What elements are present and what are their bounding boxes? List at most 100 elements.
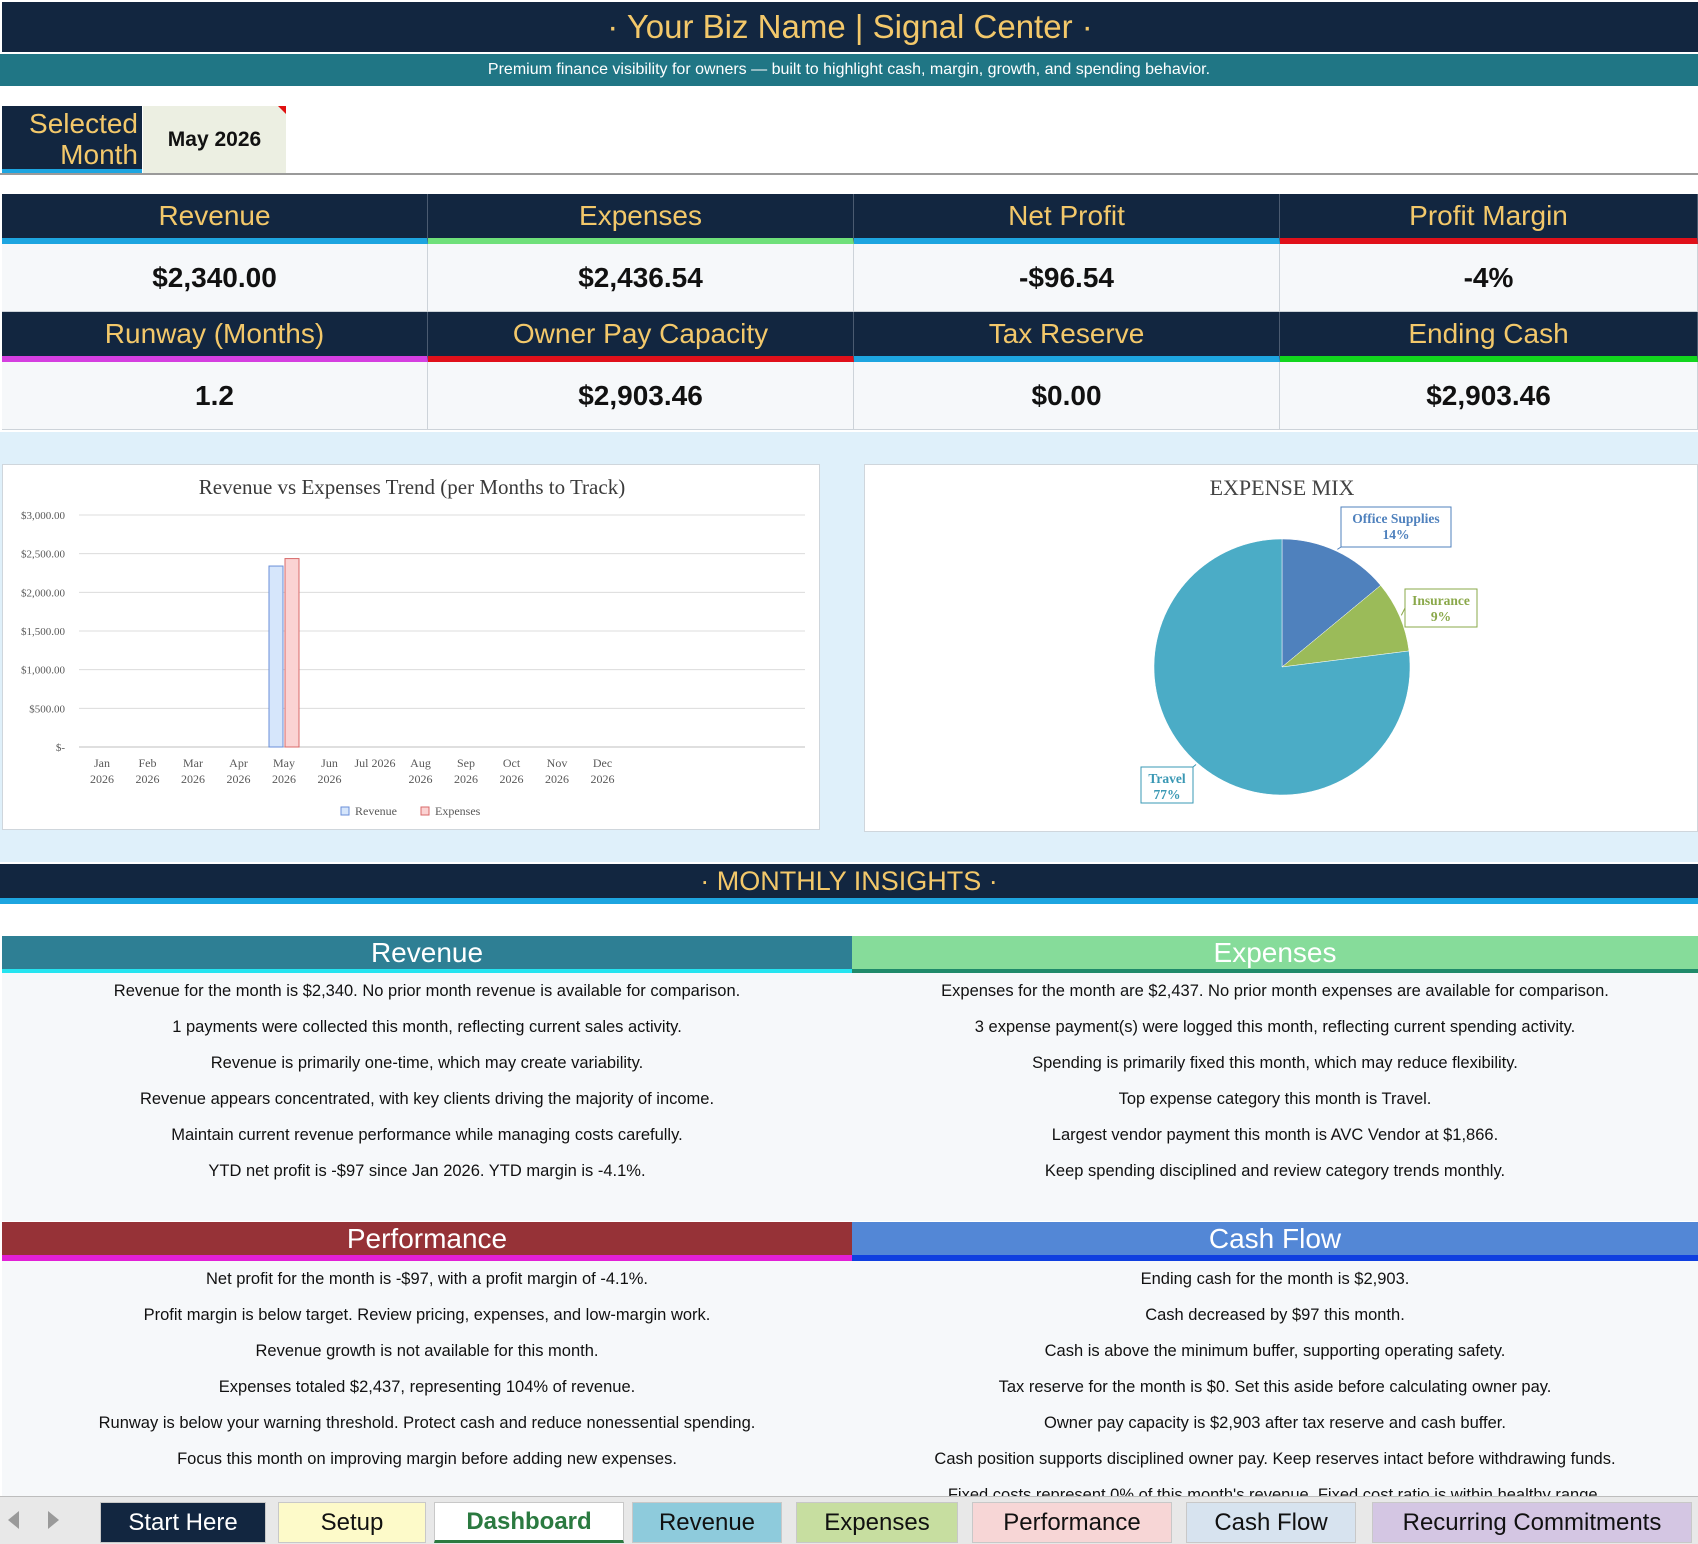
kpi-profit-margin-header: Profit Margin bbox=[1280, 194, 1698, 244]
y-tick-label: $2,000.00 bbox=[21, 587, 66, 599]
insight-line: Runway is below your warning threshold. … bbox=[98, 1413, 756, 1432]
kpi-net-profit-value: -$96.54 bbox=[854, 244, 1280, 312]
legend-swatch bbox=[340, 806, 350, 816]
pie-label-name: Office Supplies bbox=[1352, 511, 1439, 526]
kpi-net-profit-header: Net Profit bbox=[854, 194, 1280, 244]
insight-expenses-body: Expenses for the month are $2,437. No pr… bbox=[852, 973, 1698, 1221]
x-tick-label: Jan bbox=[94, 756, 110, 770]
bar-revenue[interactable] bbox=[268, 565, 284, 748]
insight-line: Revenue appears concentrated, with key c… bbox=[139, 1089, 715, 1108]
kpi-expenses-value: $2,436.54 bbox=[428, 244, 854, 312]
kpi-ending-cash-header: Ending Cash bbox=[1280, 312, 1698, 362]
x-tick-label: Dec bbox=[593, 756, 612, 770]
x-tick-label: 2026 bbox=[545, 772, 569, 786]
pie-label-box bbox=[1140, 766, 1194, 804]
trend-chart-panel[interactable]: Revenue vs Expenses Trend (per Months to… bbox=[2, 464, 820, 830]
comment-indicator-icon bbox=[278, 106, 286, 114]
tab-expenses[interactable]: Expenses bbox=[796, 1502, 958, 1543]
x-tick-label: 2026 bbox=[409, 772, 433, 786]
x-tick-label: 2026 bbox=[136, 772, 160, 786]
scroll-left-icon[interactable] bbox=[8, 1511, 19, 1529]
insight-line: Fixed costs represent 0% of this month's… bbox=[947, 1485, 1603, 1497]
pie-label-name: Travel bbox=[1148, 771, 1185, 786]
insight-line: Ending cash for the month is $2,903. bbox=[1140, 1269, 1410, 1288]
pie-label-pct: 14% bbox=[1383, 527, 1410, 542]
kpi-tax-reserve-value: $0.00 bbox=[854, 362, 1280, 430]
insight-line: Profit margin is below target. Review pr… bbox=[143, 1305, 711, 1324]
pie-leader-line bbox=[1337, 546, 1342, 550]
tab-performance[interactable]: Performance bbox=[972, 1502, 1172, 1543]
tab-revenue[interactable]: Revenue bbox=[632, 1502, 782, 1543]
insight-line: Maintain current revenue performance whi… bbox=[171, 1125, 683, 1144]
sheet-tab-bar: Start Here Setup Dashboard Revenue Expen… bbox=[0, 1496, 1698, 1544]
tab-start-here[interactable]: Start Here bbox=[100, 1502, 266, 1543]
insight-revenue-body: Revenue for the month is $2,340. No prio… bbox=[2, 973, 852, 1221]
kpi-ending-cash-value: $2,903.46 bbox=[1280, 362, 1698, 430]
x-tick-label: Oct bbox=[503, 756, 521, 770]
y-tick-label: $3,000.00 bbox=[21, 510, 66, 522]
expense-mix-panel[interactable]: EXPENSE MIX Office Supplies 14% Insurance 9… bbox=[864, 464, 1698, 832]
x-tick-label: 2026 bbox=[181, 772, 205, 786]
tab-cash-flow[interactable]: Cash Flow bbox=[1186, 1502, 1356, 1543]
insight-line: Tax reserve for the month is $0. Set thi… bbox=[998, 1377, 1552, 1396]
kpi-tax-reserve-header: Tax Reserve bbox=[854, 312, 1280, 362]
selected-month-label: Selected Month bbox=[2, 106, 142, 174]
insight-line: Cash is above the minimum buffer, suppor… bbox=[1044, 1341, 1506, 1360]
insight-line: Net profit for the month is -$97, with a… bbox=[205, 1269, 649, 1288]
insight-line: Spending is primarily fixed this month, … bbox=[1032, 1053, 1518, 1072]
x-tick-label: Sep bbox=[457, 756, 475, 770]
tab-setup[interactable]: Setup bbox=[278, 1502, 426, 1543]
dashboard-title: · Your Biz Name | Signal Center · bbox=[0, 0, 1698, 54]
insight-line: Revenue is primarily one-time, which may… bbox=[210, 1053, 644, 1072]
expense-mix-title: EXPENSE MIX bbox=[1209, 475, 1355, 500]
insight-line: 1 payments were collected this month, re… bbox=[172, 1017, 682, 1036]
x-tick-label: Nov bbox=[547, 756, 568, 770]
insight-cash-flow-body: Ending cash for the month is $2,903. Cas… bbox=[852, 1261, 1698, 1496]
divider bbox=[0, 173, 1698, 175]
insight-line: Top expense category this month is Trave… bbox=[1118, 1089, 1432, 1108]
kpi-revenue-value: $2,340.00 bbox=[2, 244, 428, 312]
tab-dashboard[interactable]: Dashboard bbox=[434, 1502, 624, 1543]
pie-label-name: Insurance bbox=[1412, 593, 1470, 608]
kpi-owner-pay-header: Owner Pay Capacity bbox=[428, 312, 854, 362]
pie-leader-line bbox=[1400, 607, 1406, 616]
x-tick-label: 2026 bbox=[500, 772, 524, 786]
selected-month-label-line1: Selected bbox=[29, 108, 138, 139]
insight-cash-flow-header: Cash Flow bbox=[852, 1222, 1698, 1261]
x-tick-label: 2026 bbox=[591, 772, 615, 786]
tab-recurring-commitments[interactable]: Recurring Commitments bbox=[1372, 1502, 1692, 1543]
insight-line: Expenses for the month are $2,437. No pr… bbox=[941, 981, 1609, 1000]
pie-label-box bbox=[1404, 588, 1478, 628]
selected-month-dropdown[interactable]: May 2026 bbox=[143, 106, 286, 174]
x-tick-label: Aug bbox=[410, 756, 431, 770]
insight-expenses-header: Expenses bbox=[852, 936, 1698, 975]
insight-line: 3 expense payment(s) were logged this mo… bbox=[974, 1017, 1576, 1036]
insight-line: Focus this month on improving margin bef… bbox=[177, 1449, 677, 1468]
insight-line: Revenue growth is not available for this… bbox=[255, 1341, 599, 1360]
bar-expenses[interactable] bbox=[284, 558, 300, 748]
y-tick-label: $- bbox=[56, 742, 66, 754]
pie-label-pct: 9% bbox=[1431, 609, 1451, 624]
y-tick-label: $1,500.00 bbox=[21, 626, 66, 638]
insight-line: Expenses totaled $2,437, representing 10… bbox=[218, 1377, 636, 1396]
scroll-right-icon[interactable] bbox=[48, 1511, 59, 1529]
x-tick-label: 2026 bbox=[90, 772, 114, 786]
insight-performance-body: Net profit for the month is -$97, with a… bbox=[2, 1261, 852, 1496]
insight-line: Revenue for the month is $2,340. No prio… bbox=[113, 981, 741, 1000]
legend-label: Revenue bbox=[355, 804, 397, 818]
kpi-expenses-header: Expenses bbox=[428, 194, 854, 244]
insight-performance-header: Performance bbox=[2, 1222, 852, 1261]
y-tick-label: $500.00 bbox=[29, 703, 65, 715]
kpi-runway-value: 1.2 bbox=[2, 362, 428, 430]
insight-line: Cash decreased by $97 this month. bbox=[1145, 1305, 1405, 1324]
dashboard-subtitle: Premium finance visibility for owners — … bbox=[0, 54, 1698, 86]
x-tick-label: 2026 bbox=[227, 772, 251, 786]
kpi-revenue-header: Revenue bbox=[2, 194, 428, 244]
pie-slice-travel[interactable] bbox=[1153, 538, 1411, 796]
pie-slice-office-supplies[interactable] bbox=[1281, 538, 1381, 668]
x-tick-label: May bbox=[273, 756, 295, 770]
x-tick-label: Jun bbox=[321, 756, 338, 770]
x-tick-label: Feb bbox=[139, 756, 157, 770]
monthly-insights-header: · MONTHLY INSIGHTS · bbox=[0, 864, 1698, 904]
